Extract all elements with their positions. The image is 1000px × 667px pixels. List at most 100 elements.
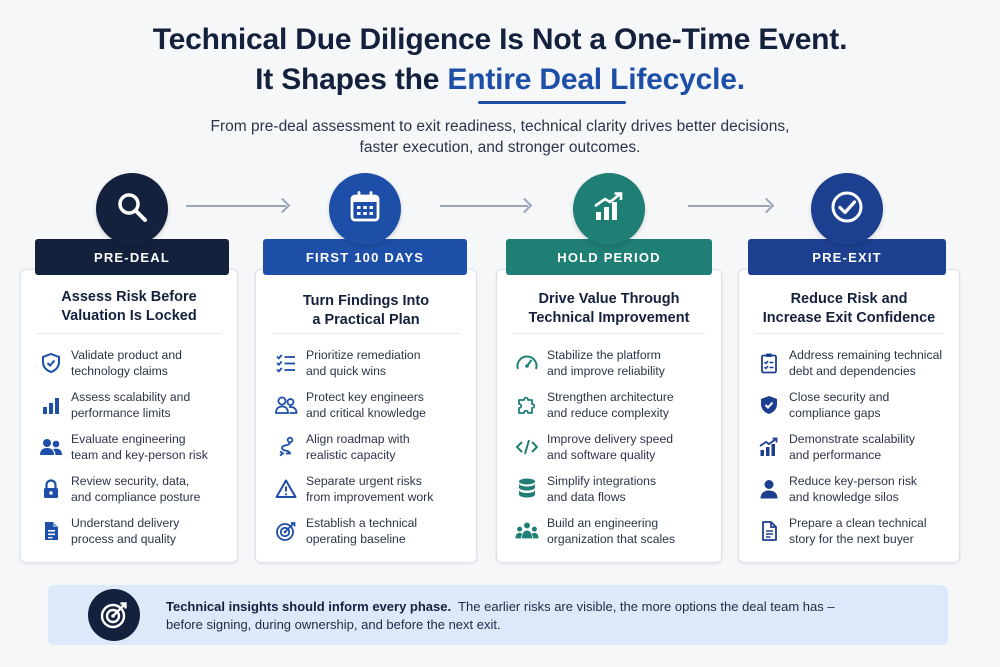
item-line-2: and data flows	[547, 489, 626, 504]
item-line-1: Establish a technical	[306, 516, 418, 530]
phase-card: Assess Risk Before Valuation Is Locked V…	[20, 269, 238, 563]
footer-line-2: before signing, during ownership, and be…	[166, 617, 501, 632]
item-line-1: Protect key engineers	[306, 390, 424, 404]
phase-circle	[96, 173, 168, 245]
list-item: Align roadmap with realistic capacity	[268, 432, 470, 470]
divider	[755, 333, 943, 334]
item-line-2: organization that scales	[547, 531, 676, 546]
item-text: Improve delivery speed and software quali…	[547, 432, 715, 463]
item-line-1: Close security and	[789, 390, 890, 404]
growth-chart-icon	[591, 190, 627, 229]
title-line-1: Technical Due Diligence Is Not a One-Tim…	[152, 23, 848, 56]
subtitle-line-1: From pre-deal assessment to exit readine…	[210, 118, 790, 135]
card-title-line-2: Technical Improvement	[528, 310, 690, 326]
item-line-2: and improve reliability	[547, 363, 665, 378]
list-item: Review security, data, and compliance pos…	[33, 474, 231, 512]
item-line-2: process and quality	[71, 531, 177, 546]
item-line-1: Prepare a clean technical	[789, 516, 927, 530]
item-line-1: Understand delivery	[71, 516, 180, 530]
item-line-1: Improve delivery speed	[547, 432, 673, 446]
item-line-2: and performance	[789, 447, 882, 462]
item-line-1: Align roadmap with	[306, 432, 410, 446]
item-line-2: from improvement work	[306, 489, 434, 504]
item-line-1: Simplify integrations	[547, 474, 657, 488]
phase-label: FIRST 100 DAYS	[263, 239, 467, 275]
clipboard-check-icon	[757, 351, 781, 375]
item-text: Establish a technical operating baseline	[306, 516, 470, 547]
item-text: Prepare a clean technical story for the n…	[789, 516, 953, 547]
list-item: Prepare a clean technical story for the n…	[751, 516, 953, 554]
item-line-2: story for the next buyer	[789, 531, 914, 546]
team-icon	[39, 435, 63, 459]
page-subtitle: From pre-deal assessment to exit readine…	[0, 116, 1000, 158]
people-icon	[274, 393, 298, 417]
list-item: Stabilize the platform and improve reliab…	[509, 348, 715, 386]
item-line-1: Review security, data,	[71, 474, 190, 488]
item-text: Build an engineering organization that sc…	[547, 516, 715, 547]
item-text: Validate product and technology claims	[71, 348, 231, 379]
footer-line-1: Technical insights should inform every p…	[166, 598, 924, 616]
list-item: Evaluate engineering team and key-person …	[33, 432, 231, 470]
card-title: Turn Findings Into a Practical Plan	[256, 292, 476, 330]
item-line-1: Separate urgent risks	[306, 474, 422, 488]
divider	[272, 333, 460, 334]
shield-check-icon	[757, 393, 781, 417]
gauge-icon	[515, 351, 539, 375]
list-item: Close security and compliance gaps	[751, 390, 953, 428]
footer-text-1: The earlier risks are visible, the more …	[458, 599, 835, 614]
target-icon	[274, 519, 298, 543]
item-text: Evaluate engineering team and key-person …	[71, 432, 231, 463]
document-icon	[39, 519, 63, 543]
item-line-1: Validate product and	[71, 348, 182, 362]
title-line-2-prefix: It Shapes the	[255, 63, 448, 96]
item-line-2: compliance gaps	[789, 405, 881, 420]
item-text: Address remaining technical debt and depe…	[789, 348, 953, 379]
bullseye-icon	[88, 589, 140, 641]
footer-bold: Technical insights should inform every p…	[166, 599, 452, 614]
shield-check-icon	[39, 351, 63, 375]
org-icon	[515, 519, 539, 543]
list-item: Separate urgent risks from improvement wo…	[268, 474, 470, 512]
item-line-2: and quick wins	[306, 363, 386, 378]
item-text: Align roadmap with realistic capacity	[306, 432, 470, 463]
card-title-line-1: Turn Findings Into	[302, 293, 430, 309]
card-title-line-2: a Practical Plan	[312, 312, 420, 328]
check-circle-icon	[828, 188, 866, 231]
item-line-2: and reduce complexity	[547, 405, 669, 420]
item-line-2: realistic capacity	[306, 447, 396, 462]
subtitle-line-2: faster execution, and stronger outcomes.	[359, 139, 641, 156]
card-title: Drive Value Through Technical Improvemen…	[497, 290, 721, 328]
route-icon	[274, 435, 298, 459]
page-title: Technical Due Diligence Is Not a One-Tim…	[0, 20, 1000, 100]
phase-label: HOLD PERIOD	[506, 239, 712, 275]
item-line-1: Evaluate engineering	[71, 432, 186, 446]
phase-card: Drive Value Through Technical Improvemen…	[496, 269, 722, 563]
item-line-2: and compliance posture	[71, 489, 201, 504]
card-title-line-1: Drive Value Through	[538, 291, 680, 307]
growth-bars-icon	[757, 435, 781, 459]
item-text: Strengthen architecture and reduce comple…	[547, 390, 715, 421]
item-text: Simplify integrations and data flows	[547, 474, 715, 505]
item-line-1: Stabilize the platform	[547, 348, 661, 362]
item-line-2: team and key-person risk	[71, 447, 208, 462]
item-text: Separate urgent risks from improvement wo…	[306, 474, 470, 505]
item-line-1: Prioritize remediation	[306, 348, 421, 362]
item-text: Prioritize remediation and quick wins	[306, 348, 470, 379]
item-text: Protect key engineers and critical knowle…	[306, 390, 470, 421]
card-title-line-2: Valuation Is Locked	[61, 308, 197, 324]
list-item: Reduce key-person risk and knowledge silo…	[751, 474, 953, 512]
item-line-2: and critical knowledge	[306, 405, 426, 420]
item-line-2: technology claims	[71, 363, 168, 378]
item-line-1: Assess scalability and	[71, 390, 191, 404]
item-line-1: Build an engineering	[547, 516, 659, 530]
item-line-1: Strengthen architecture	[547, 390, 674, 404]
list-item: Address remaining technical debt and depe…	[751, 348, 953, 386]
phase-card: Reduce Risk and Increase Exit Confidence…	[738, 269, 960, 563]
list-item: Prioritize remediation and quick wins	[268, 348, 470, 386]
card-title-line-2: Increase Exit Confidence	[762, 310, 936, 326]
arrow-connector-3	[688, 205, 770, 207]
code-icon	[515, 435, 539, 459]
title-underline	[478, 101, 626, 104]
item-line-2: operating baseline	[306, 531, 406, 546]
calendar-icon	[348, 190, 382, 229]
